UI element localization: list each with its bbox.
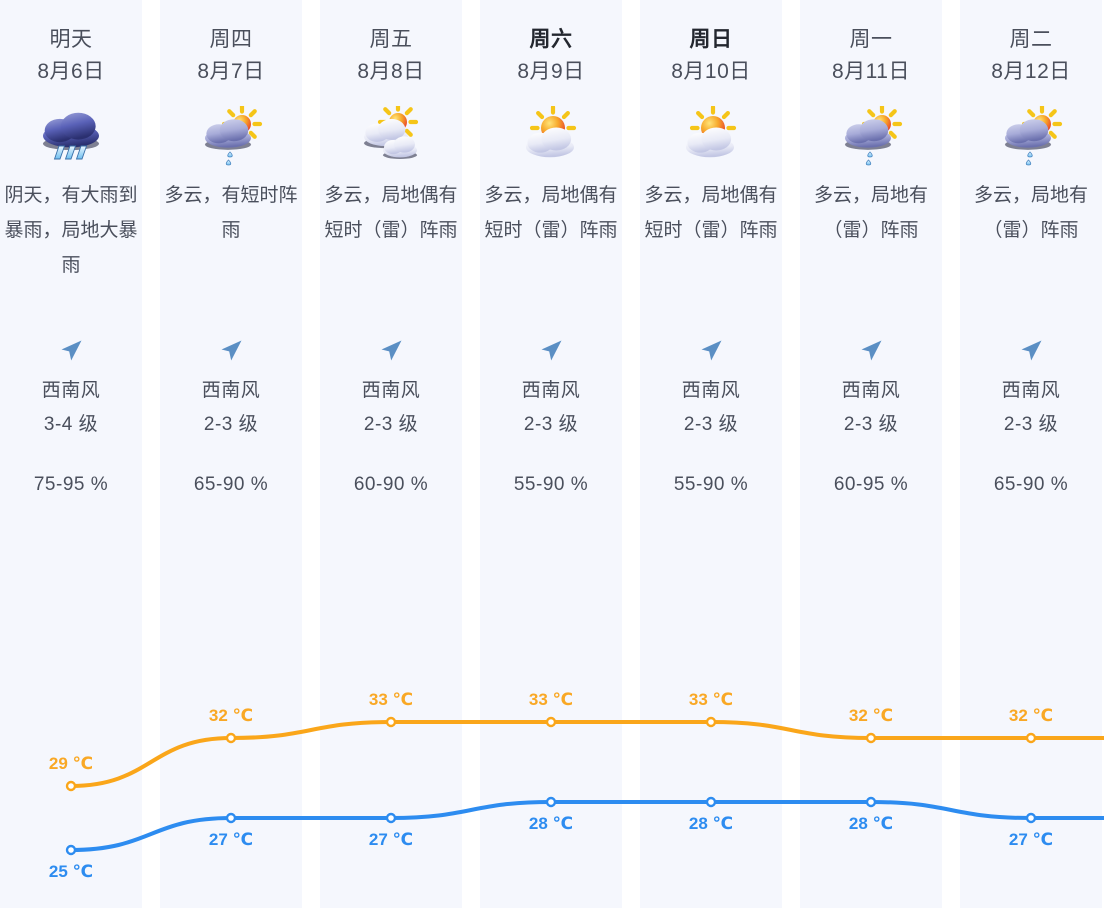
wind-arrow-northeast-icon [1021, 340, 1042, 361]
weather-description: 多云，有短时阵雨 [164, 185, 298, 241]
humidity-label: 55-90 % [673, 474, 749, 495]
weekday-label: 周四 [209, 28, 253, 51]
cloudy-sun-shower-icon [1005, 106, 1063, 166]
wind-direction-label: 西南风 [41, 380, 101, 401]
wind-arrow-northeast-icon [61, 340, 82, 361]
wind-icon-container [800, 328, 942, 374]
humidity-label: 65-90 % [193, 474, 269, 495]
partly-cloudy-double-cloud-icon [364, 106, 419, 159]
wind-direction-label: 西南风 [361, 380, 421, 401]
forecast-day-column[interactable]: 周二 8月12日 多云，局地有（雷）阵雨西南风 2-3 级 65-90 % [960, 0, 1102, 908]
forecast-day-column[interactable]: 明天 8月6日 阴天，有大雨到暴雨，局地大暴雨西南风 3-4 级 75-95 % [0, 0, 142, 908]
wind-direction-label: 西南风 [201, 380, 261, 401]
forecast-day-column[interactable]: 周六 8月9日 多云，局地偶有短时（雷）阵雨西南风 2-3 级 55-90 % [480, 0, 622, 908]
weekday-label: 周二 [1009, 28, 1053, 51]
humidity-label: 55-90 % [513, 474, 589, 495]
day-header: 周六 8月9日 [480, 0, 622, 88]
weekday-label: 周日 [689, 28, 733, 51]
weather-description: 多云，局地有（雷）阵雨 [813, 185, 928, 241]
date-label: 8月7日 [197, 60, 265, 83]
wind-level-label: 2-3 级 [363, 414, 419, 435]
wind-icon-container [480, 328, 622, 374]
wind-icon-container [320, 328, 462, 374]
wind-icon-container [0, 328, 142, 374]
day-header: 明天 8月6日 [0, 0, 142, 88]
humidity-label: 65-90 % [993, 474, 1069, 495]
date-label: 8月11日 [832, 60, 910, 83]
day-header: 周日 8月10日 [640, 0, 782, 88]
weekday-label: 周五 [369, 28, 413, 51]
weather-icon-container [640, 100, 782, 178]
wind-level-label: 2-3 级 [203, 414, 259, 435]
wind-level-label: 2-3 级 [523, 414, 579, 435]
weather-icon-container [320, 100, 462, 178]
wind-direction-label: 西南风 [1001, 380, 1061, 401]
weather-icon-container [800, 100, 942, 178]
sun-behind-cloud-icon [526, 106, 577, 158]
weather-description: 多云，局地偶有短时（雷）阵雨 [324, 185, 458, 241]
weather-description: 多云，局地有（雷）阵雨 [973, 185, 1088, 241]
weather-icon-container [480, 100, 622, 178]
forecast-day-column[interactable]: 周五 8月8日 多云，局地偶有短时（雷）阵雨西南风 2-3 级 60-90 % [320, 0, 462, 908]
wind-level-label: 2-3 级 [683, 414, 739, 435]
wind-direction-label: 西南风 [521, 380, 581, 401]
weather-icon-container [0, 100, 142, 178]
humidity-label: 75-95 % [33, 474, 109, 495]
date-label: 8月9日 [517, 60, 585, 83]
sun-behind-cloud-icon [686, 106, 737, 158]
wind-icon-container [960, 328, 1102, 374]
humidity-label: 60-90 % [353, 474, 429, 495]
wind-direction-label: 西南风 [841, 380, 901, 401]
cloudy-sun-shower-icon [845, 106, 903, 166]
weekday-label: 周六 [529, 28, 573, 51]
forecast-day-column[interactable]: 周日 8月10日 多云，局地偶有短时（雷）阵雨西南风 2-3 级 55-90 % [640, 0, 782, 908]
wind-arrow-northeast-icon [701, 340, 722, 361]
forecast-day-column[interactable]: 周四 8月7日 多云，有短时阵雨西南风 2-3 级 65-90 % [160, 0, 302, 908]
date-label: 8月10日 [671, 60, 751, 83]
weather-icon-container [960, 100, 1102, 178]
wind-level-label: 3-4 级 [43, 414, 99, 435]
weather-description: 多云，局地偶有短时（雷）阵雨 [644, 185, 778, 241]
weather-icon-container [160, 100, 302, 178]
day-header: 周五 8月8日 [320, 0, 462, 88]
wind-arrow-northeast-icon [541, 340, 562, 361]
wind-direction-label: 西南风 [681, 380, 741, 401]
day-header: 周二 8月12日 [960, 0, 1102, 88]
wind-arrow-northeast-icon [381, 340, 402, 361]
wind-icon-container [160, 328, 302, 374]
forecast-day-column[interactable]: 周一 8月11日 多云，局地有（雷）阵雨西南风 2-3 级 60-95 % [800, 0, 942, 908]
wind-arrow-northeast-icon [861, 340, 882, 361]
date-label: 8月12日 [991, 60, 1071, 83]
day-header: 周四 8月7日 [160, 0, 302, 88]
weekday-label: 明天 [49, 28, 93, 51]
wind-arrow-northeast-icon [221, 340, 242, 361]
weather-description: 多云，局地偶有短时（雷）阵雨 [484, 185, 618, 241]
weather-description: 阴天，有大雨到暴雨，局地大暴雨 [4, 185, 138, 276]
weekday-label: 周一 [849, 28, 893, 51]
date-label: 8月8日 [357, 60, 425, 83]
humidity-label: 60-95 % [833, 474, 909, 495]
wind-icon-container [640, 328, 782, 374]
wind-level-label: 2-3 级 [1003, 414, 1059, 435]
date-label: 8月6日 [37, 60, 105, 83]
wind-level-label: 2-3 级 [843, 414, 899, 435]
cloudy-sun-shower-icon [205, 106, 263, 166]
heavy-rain-cloud-icon [43, 112, 99, 160]
day-header: 周一 8月11日 [800, 0, 942, 88]
